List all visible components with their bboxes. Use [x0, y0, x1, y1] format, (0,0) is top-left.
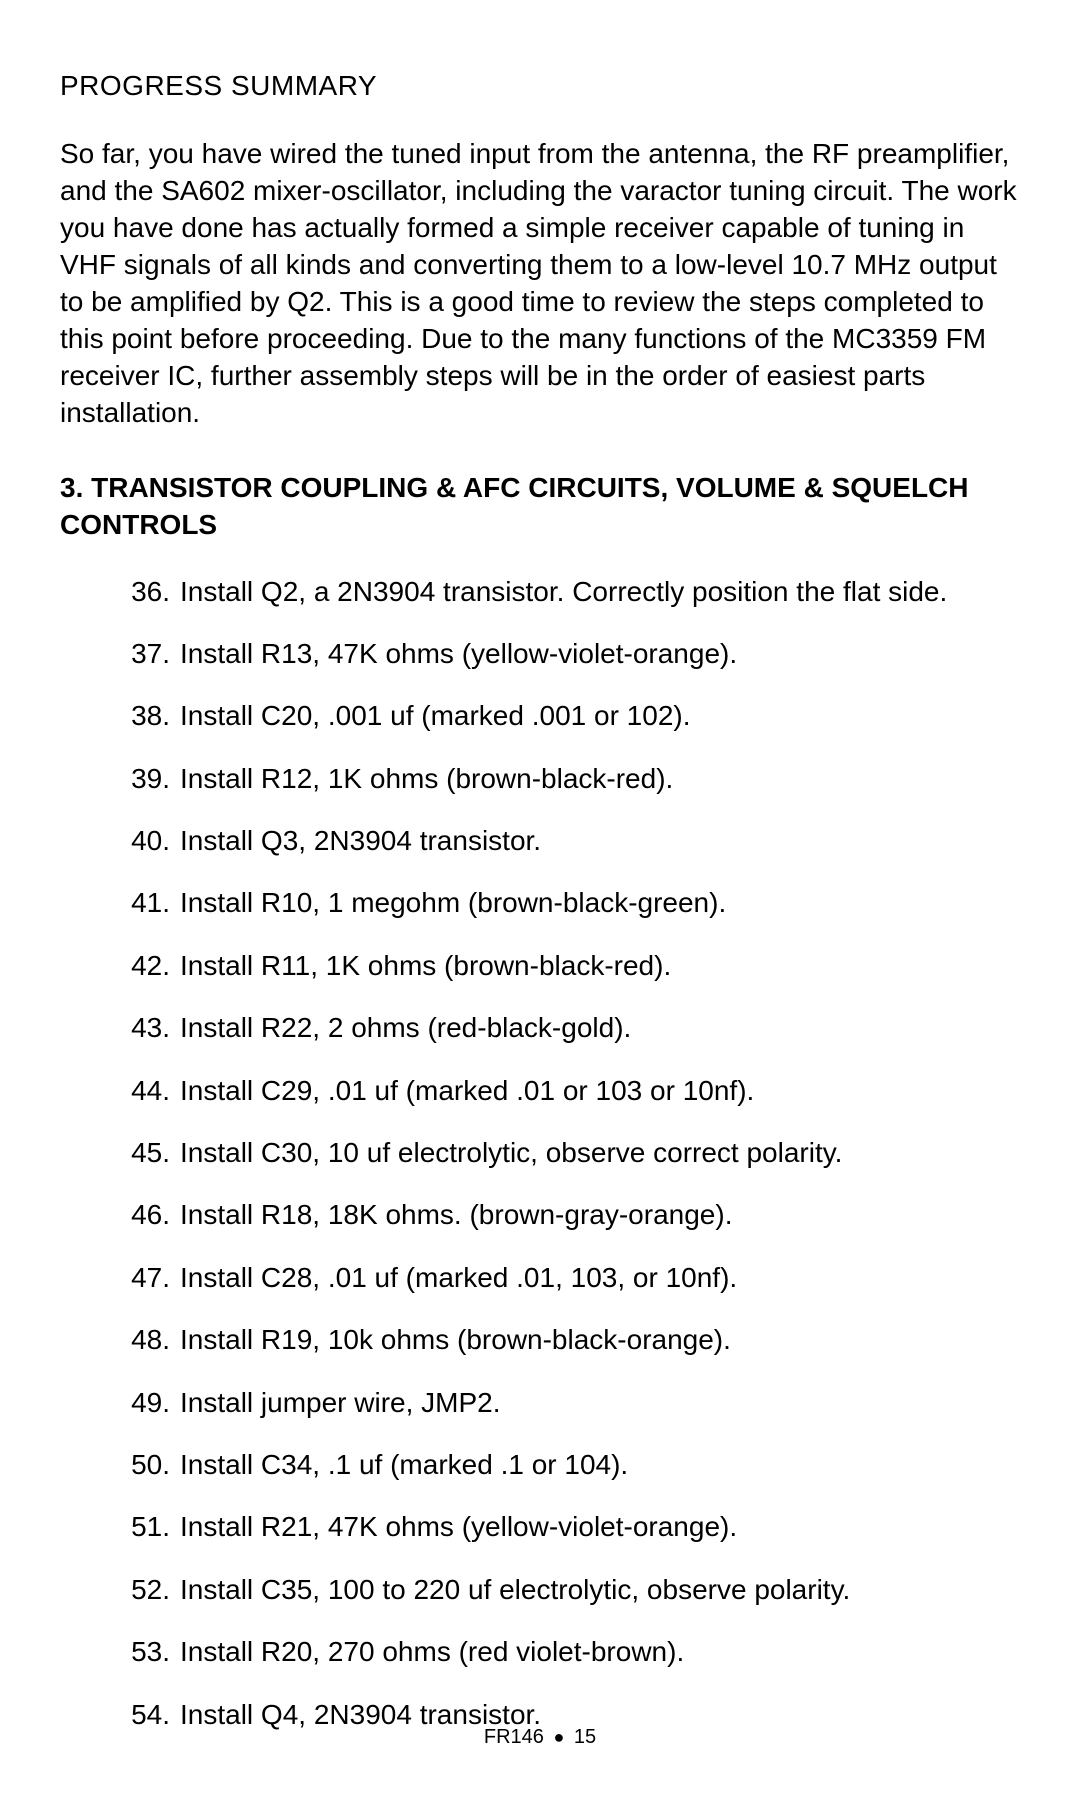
step-number: 45.	[120, 1135, 170, 1171]
step-number: 42.	[120, 948, 170, 984]
step-number: 39.	[120, 761, 170, 797]
step-number: 52.	[120, 1572, 170, 1608]
step-number: 44.	[120, 1073, 170, 1109]
list-item: 39. Install R12, 1K ohms (brown-black-re…	[120, 761, 1020, 797]
list-item: 52. Install C35, 100 to 220 uf electroly…	[120, 1572, 1020, 1608]
step-number: 49.	[120, 1385, 170, 1421]
list-item: 49. Install jumper wire, JMP2.	[120, 1385, 1020, 1421]
step-text: Install Q4, 2N3904 transistor.	[180, 1699, 541, 1730]
list-item: 47. Install C28, .01 uf (marked .01, 103…	[120, 1260, 1020, 1296]
step-text: Install C30, 10 uf electrolytic, observe…	[180, 1137, 842, 1168]
step-text: Install R19, 10k ohms (brown-black-orang…	[180, 1324, 731, 1355]
step-text: Install C28, .01 uf (marked .01, 103, or…	[180, 1262, 737, 1293]
step-text: Install R22, 2 ohms (red-black-gold).	[180, 1012, 631, 1043]
list-item: 50. Install C34, .1 uf (marked .1 or 104…	[120, 1447, 1020, 1483]
page-footer: FR146 ● 15	[0, 1726, 1080, 1749]
step-text: Install jumper wire, JMP2.	[180, 1387, 501, 1418]
assembly-steps-list: 36. Install Q2, a 2N3904 transistor. Cor…	[60, 574, 1020, 1733]
list-item: 38. Install C20, .001 uf (marked .001 or…	[120, 698, 1020, 734]
footer-bullet-icon: ●	[553, 1727, 564, 1747]
list-item: 43. Install R22, 2 ohms (red-black-gold)…	[120, 1010, 1020, 1046]
step-text: Install R11, 1K ohms (brown-black-red).	[180, 950, 671, 981]
progress-summary-paragraph: So far, you have wired the tuned input f…	[60, 136, 1020, 432]
document-page: PROGRESS SUMMARY So far, you have wired …	[0, 0, 1080, 1809]
list-item: 53. Install R20, 270 ohms (red violet-br…	[120, 1634, 1020, 1670]
list-item: 48. Install R19, 10k ohms (brown-black-o…	[120, 1322, 1020, 1358]
step-number: 43.	[120, 1010, 170, 1046]
step-text: Install R13, 47K ohms (yellow-violet-ora…	[180, 638, 737, 669]
subsection-heading: 3. TRANSISTOR COUPLING & AFC CIRCUITS, V…	[60, 470, 1020, 544]
step-text: Install R21, 47K ohms (yellow-violet-ora…	[180, 1511, 737, 1542]
list-item: 37. Install R13, 47K ohms (yellow-violet…	[120, 636, 1020, 672]
step-text: Install C20, .001 uf (marked .001 or 102…	[180, 700, 691, 731]
list-item: 45. Install C30, 10 uf electrolytic, obs…	[120, 1135, 1020, 1171]
list-item: 44. Install C29, .01 uf (marked .01 or 1…	[120, 1073, 1020, 1109]
step-number: 36.	[120, 574, 170, 610]
progress-summary-title: PROGRESS SUMMARY	[60, 70, 1020, 102]
step-number: 46.	[120, 1197, 170, 1233]
step-number: 41.	[120, 885, 170, 921]
list-item: 51. Install R21, 47K ohms (yellow-violet…	[120, 1509, 1020, 1545]
step-number: 50.	[120, 1447, 170, 1483]
list-item: 36. Install Q2, a 2N3904 transistor. Cor…	[120, 574, 1020, 610]
step-text: Install R12, 1K ohms (brown-black-red).	[180, 763, 673, 794]
step-number: 38.	[120, 698, 170, 734]
list-item: 42. Install R11, 1K ohms (brown-black-re…	[120, 948, 1020, 984]
step-number: 40.	[120, 823, 170, 859]
footer-page-number: 15	[574, 1726, 596, 1748]
step-number: 53.	[120, 1634, 170, 1670]
step-text: Install R18, 18K ohms. (brown-gray-orang…	[180, 1199, 732, 1230]
step-text: Install C35, 100 to 220 uf electrolytic,…	[180, 1574, 850, 1605]
list-item: 41. Install R10, 1 megohm (brown-black-g…	[120, 885, 1020, 921]
list-item: 46. Install R18, 18K ohms. (brown-gray-o…	[120, 1197, 1020, 1233]
step-number: 37.	[120, 636, 170, 672]
step-text: Install Q2, a 2N3904 transistor. Correct…	[180, 576, 947, 607]
step-text: Install R20, 270 ohms (red violet-brown)…	[180, 1636, 684, 1667]
step-text: Install R10, 1 megohm (brown-black-green…	[180, 887, 726, 918]
step-number: 48.	[120, 1322, 170, 1358]
step-number: 47.	[120, 1260, 170, 1296]
footer-doc-id: FR146	[484, 1726, 544, 1748]
step-text: Install Q3, 2N3904 transistor.	[180, 825, 541, 856]
step-number: 51.	[120, 1509, 170, 1545]
step-text: Install C34, .1 uf (marked .1 or 104).	[180, 1449, 628, 1480]
list-item: 40. Install Q3, 2N3904 transistor.	[120, 823, 1020, 859]
step-text: Install C29, .01 uf (marked .01 or 103 o…	[180, 1075, 754, 1106]
